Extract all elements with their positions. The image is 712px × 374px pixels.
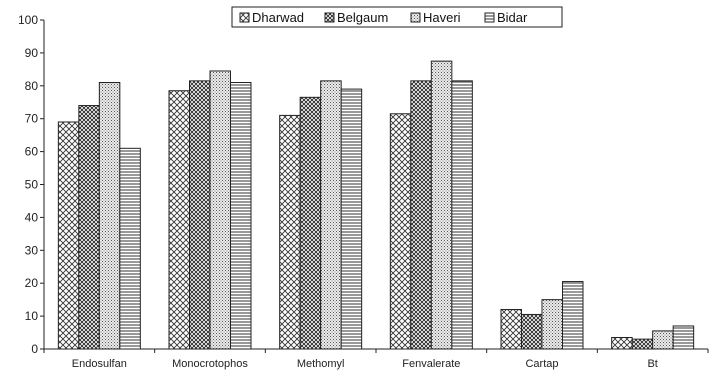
y-tick-label: 0 — [31, 342, 38, 356]
bar-haveri-fenvalerate — [430, 60, 453, 350]
bar-bidar-cartap — [562, 281, 584, 350]
bar-belgaum-endosulfan — [78, 105, 100, 350]
bar-dharwad-endosulfan — [57, 121, 80, 350]
y-tick-label: 100 — [18, 13, 38, 27]
y-tick-label: 30 — [25, 243, 39, 257]
legend-swatch-haveri — [410, 12, 421, 23]
category-label: Bt — [647, 358, 657, 370]
y-tick-label: 70 — [25, 112, 39, 126]
bar-dharwad-monocrotophos — [168, 90, 190, 350]
y-axis: 0 10 20 30 40 50 60 70 80 90 100 — [18, 13, 45, 356]
y-tick-label: 50 — [25, 178, 39, 192]
legend-swatch-dharwad — [239, 12, 250, 23]
bar-bidar-fenvalerate — [451, 80, 473, 350]
legend-box — [231, 6, 563, 28]
y-tick-label: 10 — [25, 309, 39, 323]
y-tick-label: 90 — [25, 46, 39, 60]
legend-label-bidar: Bidar — [497, 10, 528, 25]
bar-bidar-methomyl — [340, 88, 363, 350]
bar-dharwad-cartap — [500, 309, 522, 350]
bar-haveri-bt — [652, 330, 674, 350]
legend-label-belgaum: Belgaum — [337, 10, 388, 25]
legend-swatch-belgaum — [324, 12, 335, 23]
bar-bidar-bt — [672, 325, 695, 350]
bar-haveri-monocrotophos — [209, 70, 231, 350]
bar-haveri-methomyl — [320, 80, 342, 350]
bar-bidar-monocrotophos — [230, 82, 252, 350]
category-label: Methomyl — [297, 358, 345, 370]
bar-bidar-endosulfan — [119, 147, 141, 350]
bar-belgaum-methomyl — [299, 96, 322, 350]
legend-label-dharwad: Dharwad — [252, 10, 304, 25]
bar-dharwad-bt — [611, 336, 633, 350]
category-label: Monocrotophos — [172, 358, 248, 370]
legend-swatch-bidar — [484, 12, 495, 23]
x-axis: Endosulfan Monocrotophos Methomyl Fenvalera… — [43, 348, 709, 370]
bar-belgaum-fenvalerate — [410, 80, 432, 350]
category-label: Fenvalerate — [402, 358, 460, 370]
bar-haveri-cartap — [541, 299, 563, 350]
y-tick-label: 80 — [25, 79, 39, 93]
y-tick-label: 60 — [25, 145, 39, 159]
legend: Dharwad Belgaum Haveri Bidar — [231, 6, 563, 28]
bar-haveri-endosulfan — [98, 82, 121, 350]
legend-label-haveri: Haveri — [423, 10, 461, 25]
bar-dharwad-methomyl — [279, 114, 301, 350]
category-label: Cartap — [525, 358, 558, 370]
bars — [57, 60, 695, 350]
y-tick-label: 40 — [25, 210, 39, 224]
bar-belgaum-monocrotophos — [189, 80, 211, 350]
bar-belgaum-bt — [631, 338, 654, 350]
category-label: Endosulfan — [72, 358, 127, 370]
bar-belgaum-cartap — [521, 313, 543, 350]
y-tick-label: 20 — [25, 276, 39, 290]
bar-dharwad-fenvalerate — [389, 113, 412, 350]
